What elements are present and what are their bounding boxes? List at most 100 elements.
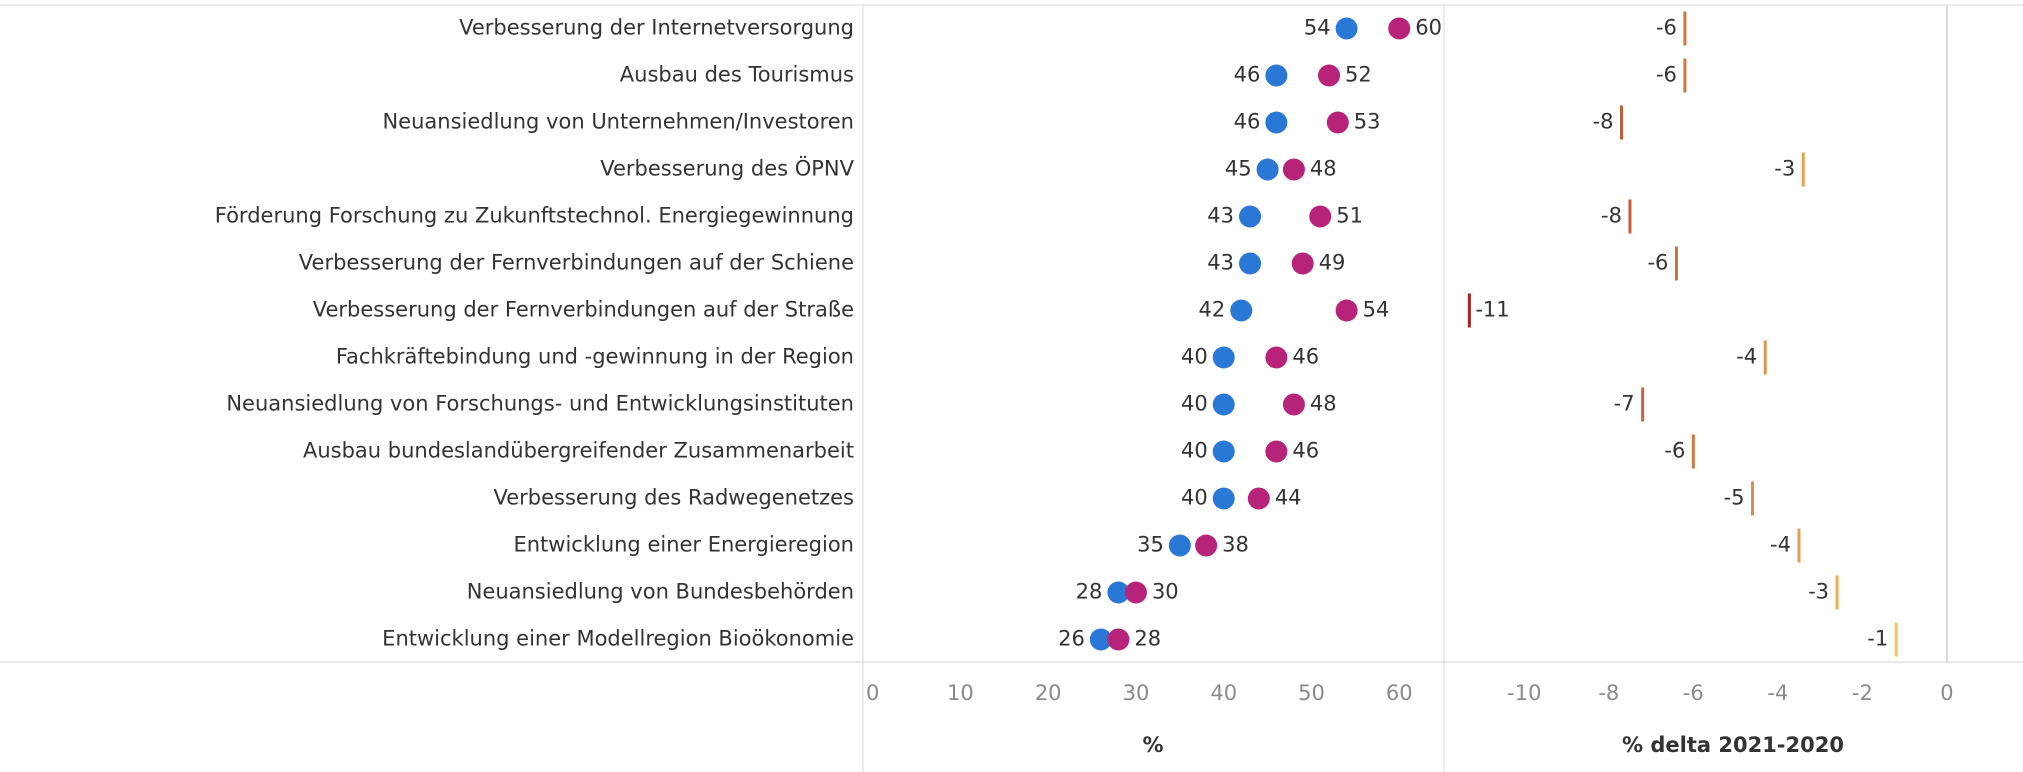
dot xyxy=(1282,393,1305,416)
dot xyxy=(1212,440,1235,463)
value-label: 38 xyxy=(1222,533,1249,557)
value-label: 51 xyxy=(1336,204,1363,228)
value-label: 54 xyxy=(1304,16,1331,40)
x-tick-label: -8 xyxy=(1598,681,1619,705)
category-label: Förderung Forschung zu Zukunftstechnol. … xyxy=(215,204,854,228)
value-label: 46 xyxy=(1292,439,1319,463)
dot xyxy=(1265,346,1288,369)
dot xyxy=(1239,252,1262,275)
x-tick-label: 30 xyxy=(1123,681,1150,705)
dot xyxy=(1124,581,1147,604)
value-label: -6 xyxy=(1647,251,1668,275)
value-label: -6 xyxy=(1656,16,1677,40)
value-label: 40 xyxy=(1181,392,1208,416)
value-label: -8 xyxy=(1593,110,1614,134)
value-label: -11 xyxy=(1475,298,1509,322)
dot xyxy=(1107,581,1130,604)
x-tick-label: 60 xyxy=(1386,681,1413,705)
value-label: 48 xyxy=(1310,392,1337,416)
category-label: Entwicklung einer Energieregion xyxy=(513,533,854,557)
value-label: 60 xyxy=(1415,16,1442,40)
dot xyxy=(1265,64,1288,87)
value-label: -5 xyxy=(1724,486,1745,510)
category-label: Verbesserung des ÖPNV xyxy=(600,156,854,181)
category-label: Verbesserung des Radwegenetzes xyxy=(494,486,855,510)
value-label: 48 xyxy=(1310,157,1337,181)
dot xyxy=(1107,628,1130,651)
category-label: Neuansiedlung von Bundesbehörden xyxy=(467,580,854,604)
value-label: -6 xyxy=(1656,63,1677,87)
dot xyxy=(1388,17,1411,40)
dot xyxy=(1239,205,1262,228)
category-label: Neuansiedlung von Unternehmen/Investoren xyxy=(382,110,854,134)
value-label: 26 xyxy=(1058,627,1085,651)
value-label: -4 xyxy=(1770,533,1791,557)
value-label: 43 xyxy=(1207,251,1234,275)
x-tick-label: 40 xyxy=(1210,681,1237,705)
dot xyxy=(1212,487,1235,510)
dot xyxy=(1212,346,1235,369)
value-label: 43 xyxy=(1207,204,1234,228)
value-label: -4 xyxy=(1736,345,1757,369)
x-tick-label: 0 xyxy=(866,681,879,705)
value-label: 28 xyxy=(1134,627,1161,651)
dot xyxy=(1282,158,1305,181)
value-label: 40 xyxy=(1181,345,1208,369)
value-label: -3 xyxy=(1774,157,1795,181)
dot xyxy=(1212,393,1235,416)
value-label: 30 xyxy=(1152,580,1179,604)
dot xyxy=(1309,205,1332,228)
dot xyxy=(1247,487,1270,510)
category-label: Verbesserung der Fernverbindungen auf de… xyxy=(313,298,854,322)
value-label: 35 xyxy=(1137,533,1164,557)
category-label: Verbesserung der Internetversorgung xyxy=(459,16,854,40)
x-tick-label: 0 xyxy=(1940,681,1953,705)
value-label: 40 xyxy=(1181,439,1208,463)
category-label: Entwicklung einer Modellregion Bioökonom… xyxy=(382,627,854,651)
dot xyxy=(1318,64,1341,87)
value-label: 28 xyxy=(1076,580,1103,604)
x-tick-label: -4 xyxy=(1767,681,1788,705)
x-tick-label: -6 xyxy=(1683,681,1704,705)
dot xyxy=(1230,299,1253,322)
dot xyxy=(1265,440,1288,463)
dot xyxy=(1168,534,1191,557)
x-tick-label: -2 xyxy=(1852,681,1873,705)
value-label: 49 xyxy=(1319,251,1346,275)
category-label: Neuansiedlung von Forschungs- und Entwic… xyxy=(226,392,854,416)
value-label: 42 xyxy=(1199,298,1226,322)
category-label: Fachkräftebindung und -gewinnung in der … xyxy=(336,345,854,369)
dot xyxy=(1335,17,1358,40)
value-label: -3 xyxy=(1808,580,1829,604)
value-label: 46 xyxy=(1234,63,1261,87)
value-label: 53 xyxy=(1354,110,1381,134)
x-axis-title: % xyxy=(1142,733,1163,757)
value-label: -7 xyxy=(1614,392,1635,416)
dot xyxy=(1291,252,1314,275)
value-label: 46 xyxy=(1234,110,1261,134)
dot xyxy=(1326,111,1349,134)
dot xyxy=(1335,299,1358,322)
value-label: -6 xyxy=(1664,439,1685,463)
x-tick-label: 20 xyxy=(1035,681,1062,705)
value-label: 46 xyxy=(1292,345,1319,369)
category-label: Ausbau des Tourismus xyxy=(620,63,854,87)
value-label: 40 xyxy=(1181,486,1208,510)
value-label: -8 xyxy=(1601,204,1622,228)
value-label: 44 xyxy=(1275,486,1302,510)
value-label: 52 xyxy=(1345,63,1372,87)
category-label: Verbesserung der Fernverbindungen auf de… xyxy=(299,251,854,275)
x-tick-label: 10 xyxy=(947,681,974,705)
x-axis-title: % delta 2021-2020 xyxy=(1622,733,1844,757)
x-tick-label: 50 xyxy=(1298,681,1325,705)
value-label: 54 xyxy=(1363,298,1390,322)
x-tick-label: -10 xyxy=(1507,681,1541,705)
value-label: 45 xyxy=(1225,157,1252,181)
value-label: -1 xyxy=(1867,627,1888,651)
dot xyxy=(1265,111,1288,134)
dot xyxy=(1195,534,1218,557)
category-label: Ausbau bundeslandübergreifender Zusammen… xyxy=(303,439,854,463)
dot xyxy=(1256,158,1279,181)
dot xyxy=(1089,628,1112,651)
